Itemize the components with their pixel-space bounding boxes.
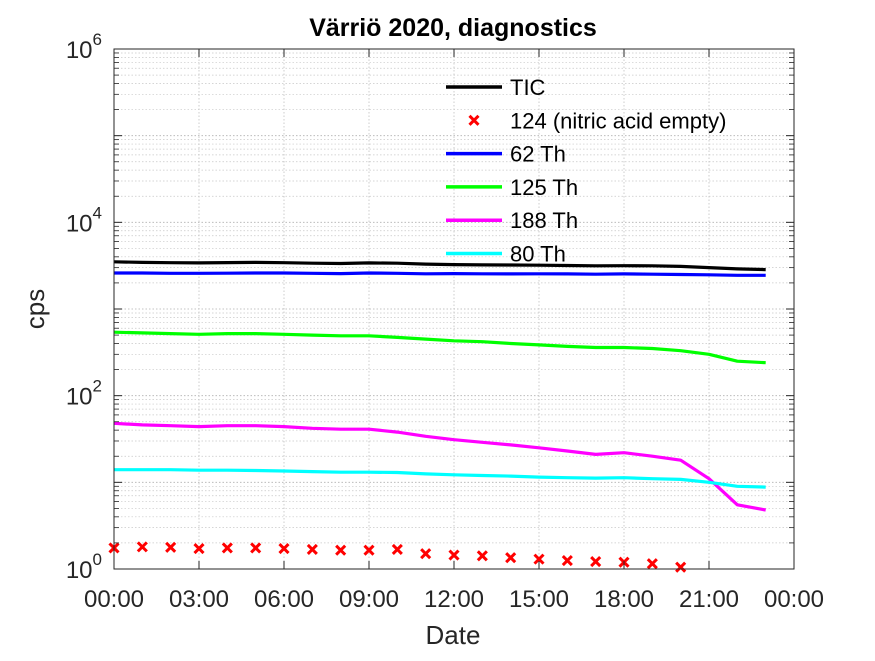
y-tick-label: 106 bbox=[66, 30, 102, 64]
legend-label: 188 Th bbox=[510, 208, 578, 233]
series-line-0 bbox=[113, 260, 766, 272]
series-marker-point bbox=[136, 541, 148, 553]
series-marker-point bbox=[476, 550, 488, 562]
y-tick-exponent: 0 bbox=[93, 550, 102, 569]
series-line-2 bbox=[114, 271, 766, 277]
series-marker-point bbox=[335, 544, 347, 556]
series-marker-point bbox=[363, 544, 375, 556]
series-marker-point bbox=[420, 548, 432, 560]
legend-label: 124 (nitric acid empty) bbox=[510, 108, 726, 133]
y-axis-label: cps bbox=[20, 289, 50, 329]
series-line-4 bbox=[113, 421, 766, 512]
x-tick-label: 15:00 bbox=[509, 586, 569, 613]
series-marker-point bbox=[590, 555, 602, 568]
x-tick-label: 03:00 bbox=[169, 586, 229, 613]
series-marker-point bbox=[675, 561, 687, 573]
chart-title: Värriö 2020, diagnostics bbox=[309, 14, 597, 42]
legend-label: 80 Th bbox=[510, 242, 566, 267]
series-marker-point bbox=[448, 549, 460, 561]
series-marker-point bbox=[533, 553, 545, 565]
series-marker-point bbox=[221, 542, 233, 554]
legend-label: 62 Th bbox=[510, 142, 566, 167]
y-tick-base: 10 bbox=[66, 557, 93, 584]
x-tick-label: 12:00 bbox=[424, 586, 484, 613]
y-tick-exponent: 6 bbox=[93, 30, 102, 49]
x-tick-label: 00:00 bbox=[84, 586, 144, 613]
series-marker-point bbox=[505, 552, 517, 564]
series-marker-point bbox=[391, 543, 403, 556]
y-tick-base: 10 bbox=[66, 37, 93, 64]
x-axis-label: Date bbox=[426, 620, 481, 650]
x-tick-label: 18:00 bbox=[594, 586, 654, 613]
y-tick-label: 104 bbox=[66, 203, 102, 237]
series-line-5 bbox=[114, 468, 766, 489]
series-marker-point bbox=[165, 541, 177, 553]
legend-label: 125 Th bbox=[510, 175, 578, 200]
y-tick-label: 102 bbox=[66, 377, 102, 411]
series-line-3 bbox=[113, 330, 766, 365]
y-tick-exponent: 4 bbox=[93, 203, 102, 222]
y-tick-exponent: 2 bbox=[93, 377, 102, 396]
series-marker-point bbox=[646, 558, 658, 570]
legend-label: TIC bbox=[510, 75, 546, 100]
series-marker-point bbox=[278, 543, 290, 555]
plot-series bbox=[108, 260, 766, 573]
series-marker-point bbox=[250, 542, 262, 554]
x-tick-label: 09:00 bbox=[339, 586, 399, 613]
legend-swatch bbox=[468, 114, 480, 126]
series-marker-point bbox=[193, 543, 205, 555]
legend: TIC 124 (nitric acid empty) 62 Th 125 Th 188… bbox=[446, 75, 726, 267]
x-tick-label: 21:00 bbox=[679, 586, 739, 613]
series-marker-point bbox=[561, 555, 573, 567]
y-tick-base: 10 bbox=[66, 210, 93, 237]
y-tick-label: 100 bbox=[66, 550, 102, 584]
x-tick-label: 00:00 bbox=[764, 586, 824, 613]
series-marker-point bbox=[306, 543, 318, 556]
x-tick-label: 06:00 bbox=[254, 586, 314, 613]
y-tick-base: 10 bbox=[66, 384, 93, 411]
